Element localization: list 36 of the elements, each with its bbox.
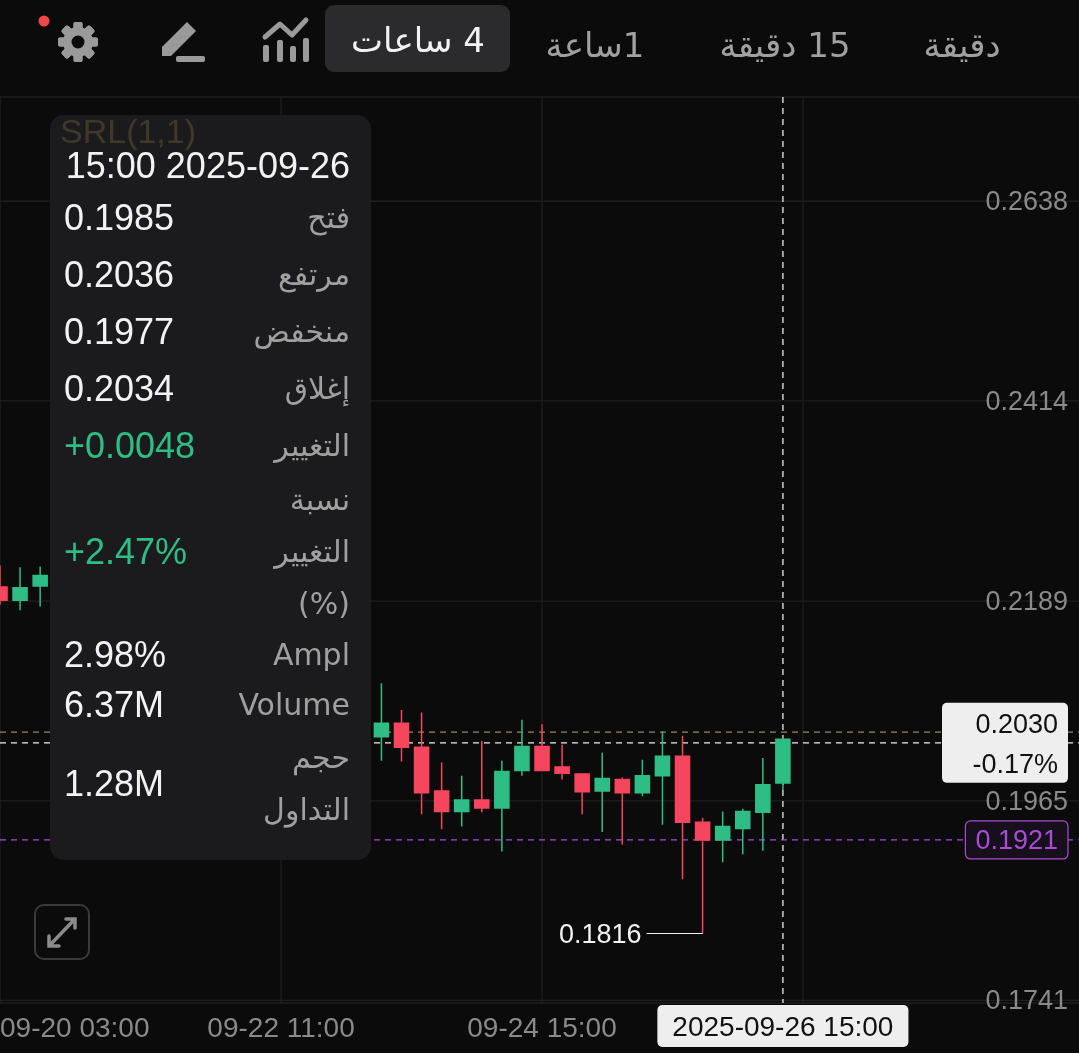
- annotation: 0.1977: [64, 311, 175, 352]
- annotation: 0.1985: [64, 197, 175, 238]
- annotation: نسبة التغيير (%): [272, 481, 350, 623]
- x-tick-label: 09-20 03:00: [0, 1011, 150, 1043]
- annotation: حجم التداول: [262, 739, 350, 830]
- text: 4 ساعات: [351, 20, 485, 60]
- text: 1ساعة: [545, 25, 645, 65]
- annotation: Ampl: [272, 636, 350, 674]
- annotation: 0.1816: [559, 918, 642, 949]
- y-tick-label: 0.1741: [985, 985, 1068, 1016]
- annotation: +0.0048: [64, 425, 196, 466]
- ref-line-label: 0.2030: [975, 708, 1058, 739]
- text: 15 دقيقة: [719, 25, 851, 65]
- annotation: 2.98%: [64, 634, 167, 675]
- annotation: فتح: [307, 199, 350, 238]
- annotation: Volume: [238, 686, 350, 724]
- y-tick-label: 0.2414: [985, 385, 1068, 416]
- annotation: 15:00 2025-09-26: [65, 145, 350, 186]
- y-tick-label: 0.1965: [985, 785, 1068, 816]
- annotation: منخفض: [253, 313, 350, 351]
- annotation: 6.37M: [64, 684, 165, 725]
- annotation: 1.28M: [64, 763, 165, 804]
- annotation: 0.2036: [64, 254, 175, 295]
- x-tick-label: 09-24 15:00: [467, 1011, 617, 1043]
- ref-line-label: 2025-09-26 15:00: [672, 1010, 894, 1042]
- annotation: إغلاق: [284, 370, 350, 408]
- y-tick-label: 0.2189: [985, 586, 1068, 617]
- text: دقيقة: [923, 25, 1001, 65]
- annotation: +2.47%: [64, 531, 188, 572]
- annotation: 0.2034: [64, 368, 175, 409]
- y-tick-label: 0.2638: [985, 186, 1068, 217]
- ref-line-label: 0.1921: [975, 824, 1058, 855]
- annotation: التغيير: [274, 427, 350, 465]
- annotation: مرتفع: [277, 256, 350, 295]
- annotation: -0.17%: [972, 748, 1058, 779]
- x-tick-label: 09-22 11:00: [207, 1011, 355, 1043]
